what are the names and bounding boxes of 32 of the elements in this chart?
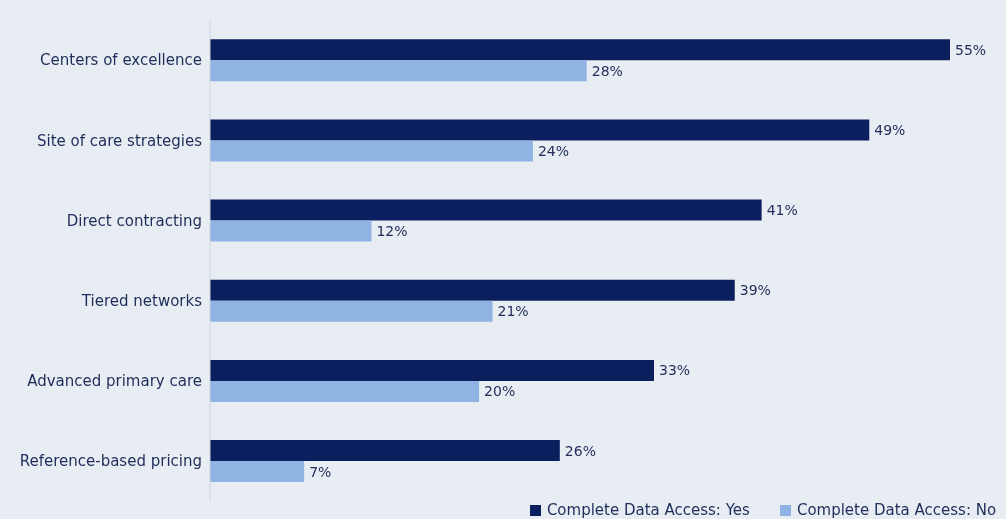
y-tick-label: Site of care strategies	[37, 131, 203, 150]
data-label: 55%	[955, 41, 987, 58]
bar	[210, 300, 493, 322]
legend-label: Complete Data Access: No	[795, 501, 997, 519]
data-label: 33%	[659, 362, 691, 379]
data-label: 39%	[739, 282, 771, 299]
data-label: 12%	[376, 223, 408, 240]
bar	[210, 199, 762, 221]
y-tick-label: Direct contracting	[66, 211, 202, 230]
y-tick-label: Advanced primary care	[27, 372, 202, 391]
data-label: 7%	[309, 463, 332, 480]
bar	[210, 140, 533, 162]
bar	[210, 279, 735, 301]
data-label: 24%	[537, 142, 570, 159]
y-tick-label: Tiered networks	[80, 291, 203, 310]
bar	[210, 119, 870, 141]
data-label: 21%	[497, 303, 529, 320]
y-tick-label: Reference-based pricing	[19, 452, 202, 471]
data-label: 41%	[766, 202, 798, 219]
data-label: 49%	[874, 121, 906, 138]
bar	[210, 461, 305, 483]
y-tick-label: Centers of excellence	[40, 51, 202, 70]
bar	[210, 380, 480, 402]
data-label: 20%	[484, 383, 516, 400]
bar	[210, 220, 372, 242]
bar	[210, 39, 950, 61]
bar	[210, 359, 654, 381]
data-label: 28%	[591, 62, 623, 79]
data-label: 26%	[564, 442, 596, 459]
bar	[210, 440, 560, 462]
legend-label: Complete Data Access: Yes	[545, 501, 750, 519]
bar	[210, 60, 587, 82]
